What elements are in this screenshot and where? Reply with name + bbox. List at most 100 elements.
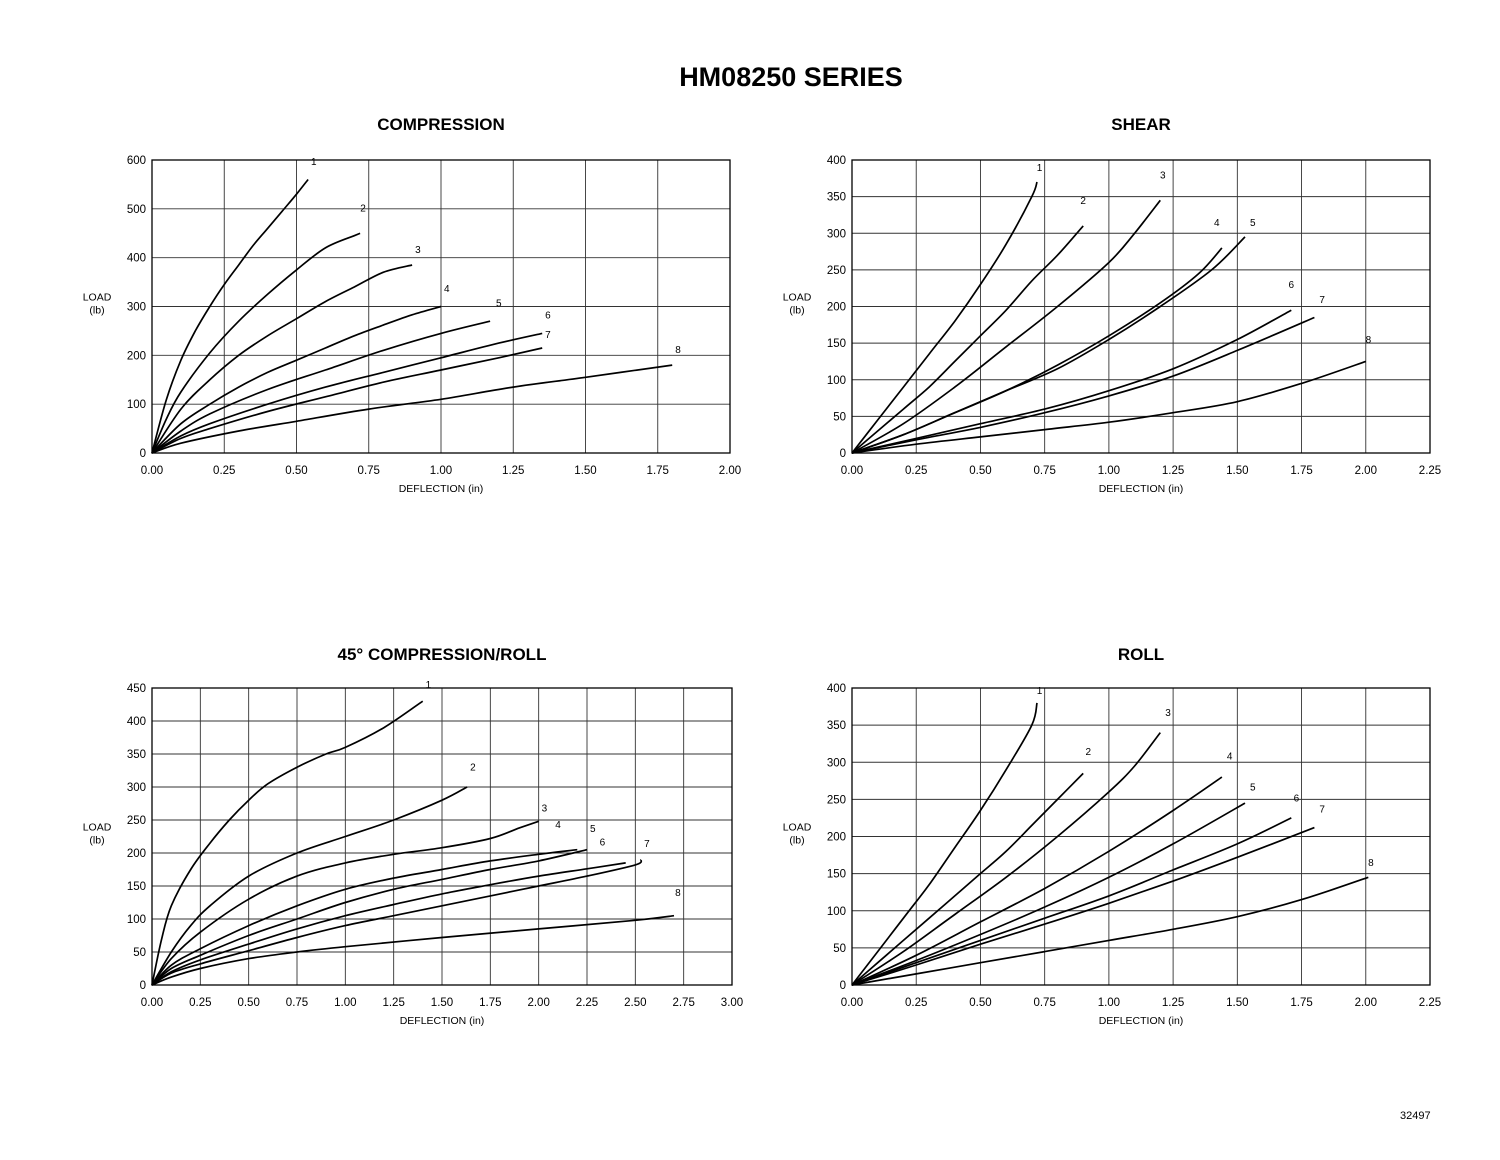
x-axis-label: DEFLECTION (in) [400, 1015, 485, 1027]
plot-frame [851, 687, 1431, 986]
series-line-3 [851, 199, 1161, 454]
y-tick-label: 50 [833, 943, 846, 955]
x-tick-label: 1.75 [479, 997, 501, 1009]
x-tick-label: 2.00 [1355, 997, 1377, 1009]
series-line-4 [151, 305, 442, 454]
y-tick-label: 500 [127, 204, 146, 216]
compression-roll-chart: 45° COMPRESSION/ROLL 0.00 0.25 0.50 0.75 1.00… [83, 645, 743, 1027]
x-tick-label: 0.50 [969, 465, 991, 477]
x-tick-label: 0.50 [285, 465, 307, 477]
y-axis-label: (lb) [789, 835, 804, 847]
y-tick-label: 400 [827, 683, 846, 695]
x-tick-label: 0.75 [286, 997, 308, 1009]
y-tick-label: 0 [840, 980, 846, 992]
series-line-8 [151, 914, 675, 986]
y-tick-label: 350 [127, 749, 146, 761]
series-line-3 [851, 732, 1161, 986]
series-line-7 [151, 347, 543, 454]
y-axis-label: (lb) [89, 835, 104, 847]
x-tick-label: 2.00 [719, 465, 741, 477]
y-tick-label: 0 [140, 980, 146, 992]
y-tick-label: 250 [827, 265, 846, 277]
x-tick-label: 0.75 [1033, 465, 1055, 477]
x-tick-label: 0.50 [969, 997, 991, 1009]
series-line-4 [851, 247, 1223, 454]
series-line-6 [851, 817, 1292, 986]
x-tick-label: 1.00 [430, 465, 452, 477]
series-line-6 [151, 332, 543, 454]
curve-label: 5 [590, 824, 596, 835]
y-tick-label: 50 [833, 411, 846, 423]
plot-frame [151, 687, 733, 986]
y-tick-label: 350 [827, 720, 846, 732]
curve-label: 7 [1319, 805, 1325, 816]
x-tick-label: 1.25 [382, 997, 404, 1009]
curve-label: 4 [555, 820, 561, 831]
curve-label: 5 [496, 299, 502, 310]
x-axis-label: DEFLECTION (in) [399, 483, 484, 495]
y-tick-label: 600 [127, 155, 146, 167]
y-tick-label: 200 [127, 848, 146, 860]
y-tick-label: 100 [127, 399, 146, 411]
series-line-5 [851, 802, 1246, 986]
page-title: HM08250 SERIES [679, 62, 903, 92]
y-tick-label: 400 [127, 253, 146, 265]
y-axis-label: LOAD [783, 292, 812, 304]
curve-label: 3 [1160, 170, 1166, 181]
x-tick-label: 1.50 [574, 465, 596, 477]
x-tick-label: 1.00 [334, 997, 356, 1009]
curve-label: 2 [1080, 196, 1086, 207]
series-line-7 [151, 859, 643, 986]
series-line-5 [851, 236, 1246, 454]
series-line-2 [151, 786, 468, 986]
y-tick-label: 100 [827, 906, 846, 918]
curve-label: 3 [542, 803, 548, 814]
curve-label: 5 [1250, 218, 1256, 229]
curve-label: 2 [470, 763, 476, 774]
series-line-8 [851, 876, 1369, 986]
x-tick-label: 0.00 [141, 465, 163, 477]
y-tick-label: 0 [840, 448, 846, 460]
x-tick-label: 2.00 [1355, 465, 1377, 477]
x-axis-label: DEFLECTION (in) [1099, 483, 1184, 495]
curve-label: 6 [1294, 794, 1300, 805]
series-line-1 [851, 181, 1038, 454]
y-tick-label: 100 [127, 914, 146, 926]
y-tick-label: 250 [827, 794, 846, 806]
y-tick-label: 250 [127, 815, 146, 827]
x-tick-label: 0.25 [213, 465, 235, 477]
curve-label: 4 [1214, 218, 1220, 229]
series-line-7 [851, 826, 1315, 986]
curve-label: 4 [1227, 751, 1233, 762]
y-tick-label: 150 [827, 869, 846, 881]
x-tick-label: 1.25 [1162, 997, 1184, 1009]
y-tick-label: 100 [827, 375, 846, 387]
series-line-1 [151, 700, 424, 986]
y-tick-label: 300 [827, 228, 846, 240]
series-line-1 [151, 178, 309, 454]
x-tick-label: 0.00 [841, 465, 863, 477]
curve-label: 7 [1319, 295, 1325, 306]
series-line-7 [851, 316, 1315, 454]
x-tick-label: 2.00 [527, 997, 549, 1009]
y-axis-label: LOAD [783, 822, 812, 834]
series-line-5 [151, 848, 588, 986]
series-line-2 [851, 772, 1084, 986]
curve-label: 7 [545, 330, 551, 341]
shear-chart: SHEAR 0.00 0.25 0.50 0.75 1.00 1.25 1.50 1.75 2.0… [783, 115, 1441, 495]
x-tick-label: 1.50 [431, 997, 453, 1009]
curve-label: 2 [360, 203, 366, 214]
curve-label: 7 [644, 839, 650, 850]
series-line-8 [151, 364, 673, 454]
y-tick-label: 400 [827, 155, 846, 167]
y-tick-label: 300 [127, 782, 146, 794]
curve-label: 1 [1037, 686, 1043, 697]
y-tick-label: 150 [127, 881, 146, 893]
x-tick-label: 2.25 [1419, 997, 1441, 1009]
x-tick-label: 1.75 [1290, 997, 1312, 1009]
y-tick-label: 450 [127, 683, 146, 695]
curve-label: 8 [1366, 335, 1372, 346]
x-tick-label: 1.25 [502, 465, 524, 477]
x-tick-label: 0.75 [1033, 997, 1055, 1009]
x-tick-label: 2.25 [576, 997, 598, 1009]
